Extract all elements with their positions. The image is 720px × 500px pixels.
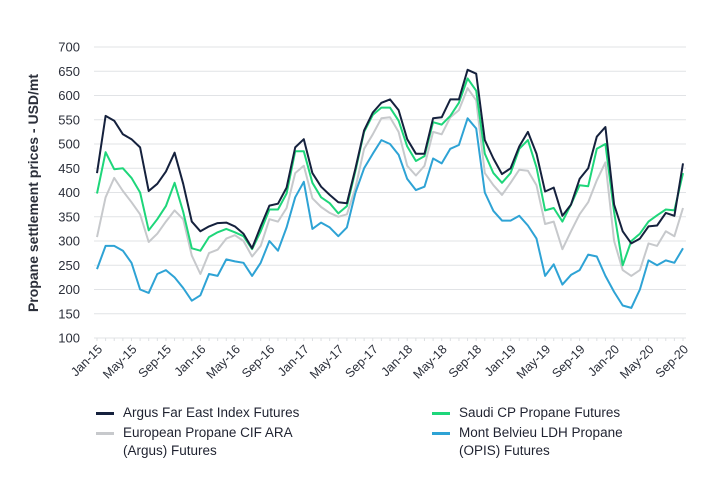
x-tick-label: May-15 bbox=[100, 342, 139, 381]
y-axis-ticks: 100 150 200 250 300 350 400 450 500 550 600 650 700 bbox=[58, 40, 80, 346]
x-tick-label: Sep-18 bbox=[446, 342, 484, 380]
x-axis-ticks: Jan-15May-15Sep-15Jan-16May-16Sep-16Jan-… bbox=[68, 338, 691, 382]
legend-label: Mont Belvieu LDH Propane (OPIS) Futures bbox=[459, 425, 623, 458]
y-tick-label: 400 bbox=[58, 185, 80, 200]
series-line-saudi-cp-propane-futures bbox=[96, 77, 684, 267]
y-tick-label: 100 bbox=[58, 331, 80, 346]
x-tick-label: May-20 bbox=[617, 342, 656, 381]
legend-swatch bbox=[96, 432, 114, 435]
x-tick-label: May-16 bbox=[204, 342, 243, 381]
x-tick-label: Jan-20 bbox=[585, 342, 622, 379]
x-tick-label: Sep-16 bbox=[239, 342, 277, 380]
x-tick-label: Sep-17 bbox=[342, 342, 380, 380]
x-tick-label: Jan-18 bbox=[378, 342, 415, 379]
series-lines bbox=[96, 68, 684, 309]
legend-item-mont-belvieu: Mont Belvieu LDH Propane (OPIS) Futures bbox=[432, 424, 652, 460]
x-tick-label: Jan-17 bbox=[275, 342, 312, 379]
x-tick-label: Sep-19 bbox=[549, 342, 587, 380]
y-tick-label: 550 bbox=[58, 112, 80, 127]
legend-label: Saudi CP Propane Futures bbox=[459, 405, 621, 420]
series-line-argus-far-east-index-futures bbox=[96, 68, 684, 250]
y-tick-label: 500 bbox=[58, 137, 80, 152]
x-tick-label: Sep-15 bbox=[136, 342, 174, 380]
y-tick-label: 600 bbox=[58, 88, 80, 103]
x-tick-label: Sep-20 bbox=[653, 342, 691, 380]
legend-swatch bbox=[96, 412, 114, 415]
y-tick-label: 650 bbox=[58, 64, 80, 79]
y-tick-label: 150 bbox=[58, 306, 80, 321]
x-tick-label: May-17 bbox=[307, 342, 346, 381]
y-tick-label: 250 bbox=[58, 258, 80, 273]
y-tick-label: 300 bbox=[58, 234, 80, 249]
y-tick-label: 200 bbox=[58, 282, 80, 297]
x-tick-label: May-19 bbox=[514, 342, 553, 381]
x-tick-label: May-18 bbox=[410, 342, 449, 381]
legend-item-argus-far-east: Argus Far East Index Futures bbox=[96, 404, 416, 422]
legend-label: European Propane CIF ARA (Argus) Futures bbox=[123, 425, 292, 458]
legend-swatch bbox=[432, 432, 450, 435]
legend-item-european-propane: European Propane CIF ARA (Argus) Futures bbox=[96, 424, 311, 460]
x-tick-label: Jan-16 bbox=[172, 342, 209, 379]
y-tick-label: 700 bbox=[58, 40, 80, 55]
series-line-mont-belvieu-ldh-propane-opis-futures bbox=[96, 117, 684, 309]
legend-label: Argus Far East Index Futures bbox=[123, 405, 300, 420]
y-axis-label: Propane settlement prices - USD/mt bbox=[25, 74, 41, 312]
grid bbox=[94, 46, 686, 339]
y-tick-label: 350 bbox=[58, 209, 80, 224]
x-tick-label: Jan-15 bbox=[68, 342, 105, 379]
legend-item-saudi-cp: Saudi CP Propane Futures bbox=[432, 404, 662, 422]
x-tick-label: Jan-19 bbox=[482, 342, 519, 379]
y-tick-label: 450 bbox=[58, 161, 80, 176]
series-line-european-propane-cif-ara-argus-futures bbox=[96, 87, 684, 277]
legend-swatch bbox=[432, 412, 450, 415]
